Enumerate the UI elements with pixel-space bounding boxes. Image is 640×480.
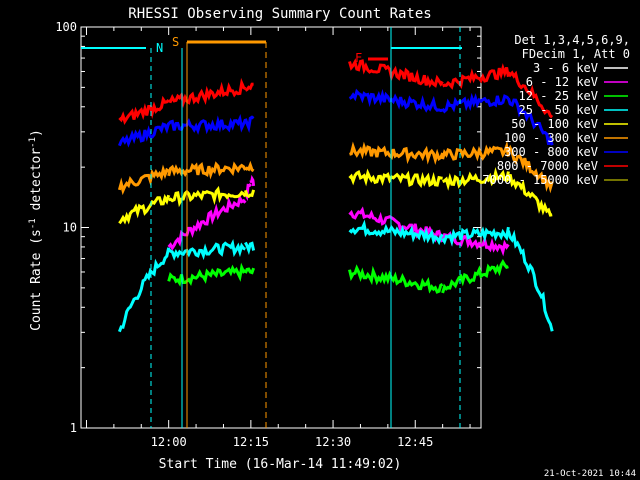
legend-entry-label: 3 - 6 keV	[533, 61, 598, 75]
s-label: S	[172, 35, 179, 49]
series-line	[348, 58, 444, 89]
series-line	[349, 141, 444, 166]
series-line	[441, 259, 509, 294]
series-line	[243, 115, 255, 134]
legend: Det 1,3,4,5,6,9, FDecim 1, Att 0 3 - 6 k…	[482, 33, 630, 187]
series-line	[348, 88, 444, 113]
series-line	[244, 160, 255, 173]
series-line	[118, 95, 170, 125]
y-tick-label: 100	[55, 20, 77, 34]
series-line	[243, 189, 256, 199]
series-line	[506, 97, 554, 146]
x-tick-label: 12:15	[233, 435, 269, 449]
series-line	[244, 241, 256, 256]
legend-entry-label: 800 - 7000 keV	[497, 159, 598, 173]
legend-entry-label: 300 - 800 keV	[504, 145, 598, 159]
series-line	[442, 63, 510, 90]
y-tick-label: 1	[70, 421, 77, 435]
series-line	[118, 122, 171, 148]
legend-entry-label: 100 - 300 keV	[504, 131, 598, 145]
series-line	[441, 92, 510, 114]
series-line	[117, 164, 170, 196]
series-line	[441, 226, 510, 247]
series-line	[506, 229, 554, 332]
legend-entry-label: 50 - 100 keV	[511, 117, 598, 131]
series-line	[348, 264, 444, 294]
legend-entry-label: 25 - 50 keV	[519, 103, 598, 117]
y-tick-label: 10	[63, 221, 77, 235]
series-line	[506, 173, 553, 217]
legend-entry-label: 12 - 25 keV	[519, 89, 598, 103]
legend-header-1: Det 1,3,4,5,6,9,	[514, 33, 630, 47]
legend-header-2: FDecim 1, Att 0	[522, 47, 630, 61]
legend-entry-label: 7000 - 15000 keV	[482, 173, 598, 187]
series-line	[348, 168, 443, 189]
series-line	[244, 267, 256, 275]
series-line	[507, 144, 554, 194]
series-line	[348, 219, 444, 246]
series-line	[117, 247, 171, 333]
y-axis-label: Count Rate (s-1 detector-1)	[28, 129, 44, 331]
series-line	[348, 206, 444, 243]
f-label: F	[355, 51, 362, 65]
x-axis-label: Start Time (16-Mar-14 11:49:02)	[159, 457, 402, 472]
series-line	[441, 140, 510, 162]
x-tick-label: 12:45	[397, 435, 433, 449]
series-line	[244, 82, 254, 92]
x-tick-label: 12:30	[315, 435, 351, 449]
legend-entry-label: 6 - 12 keV	[526, 75, 598, 89]
series-line	[442, 166, 510, 191]
series-line	[507, 70, 554, 119]
chart-title: RHESSI Observing Summary Count Rates	[128, 6, 431, 22]
n-label: N	[156, 41, 163, 55]
series-line	[249, 174, 256, 187]
x-tick-label: 12:00	[151, 435, 187, 449]
series-line	[118, 193, 171, 225]
timestamp: 21-Oct-2021 10:44	[544, 469, 636, 479]
